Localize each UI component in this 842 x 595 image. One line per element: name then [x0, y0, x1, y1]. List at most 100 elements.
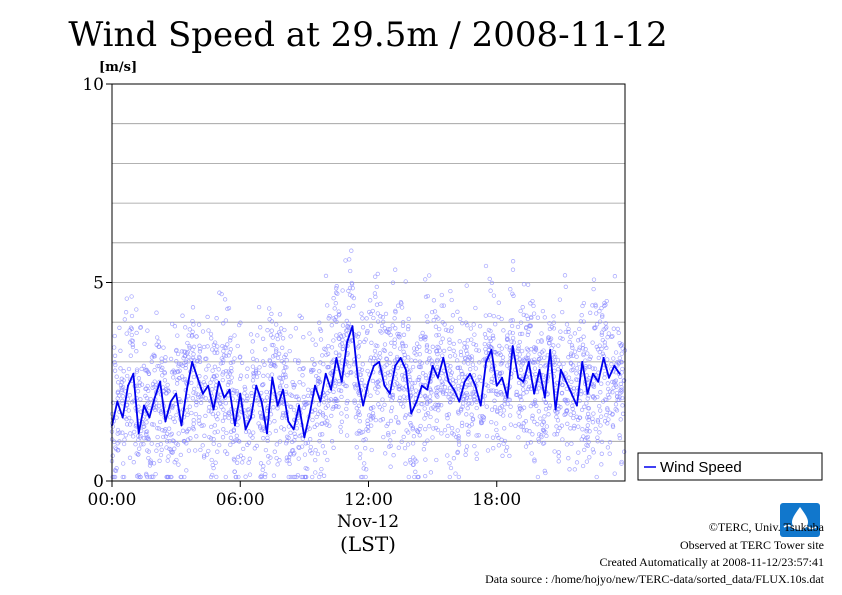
raw-data-point: [301, 335, 306, 340]
raw-data-point: [439, 292, 444, 298]
raw-data-point: [599, 439, 605, 445]
raw-data-point: [181, 438, 187, 444]
raw-data-point: [283, 352, 288, 357]
wind-speed-line-segment: [212, 380, 220, 411]
raw-data-point: [599, 462, 604, 467]
raw-data-point: [225, 306, 230, 312]
raw-data-point: [193, 448, 198, 453]
raw-data-point: [376, 402, 381, 407]
raw-data-point: [212, 423, 218, 428]
raw-data-point: [498, 362, 503, 367]
raw-data-point: [246, 460, 251, 465]
raw-data-point: [156, 339, 161, 344]
raw-data-point: [482, 332, 488, 337]
raw-data-point: [490, 435, 496, 440]
raw-data-point: [214, 379, 219, 384]
wind-speed-line-segment: [191, 360, 199, 379]
wind-speed-line-segment: [426, 364, 434, 391]
raw-data-point: [273, 428, 279, 434]
raw-data-point: [427, 273, 432, 278]
wind-speed-line-segment: [576, 360, 584, 407]
raw-data-point: [168, 414, 173, 420]
raw-data-point: [423, 337, 428, 342]
raw-data-point: [199, 423, 204, 428]
raw-data-point: [292, 382, 297, 388]
raw-data-point: [119, 385, 124, 391]
raw-data-point: [425, 319, 430, 325]
raw-data-point: [535, 315, 541, 320]
raw-data-point: [417, 344, 422, 349]
raw-data-point: [461, 401, 466, 406]
raw-data-point: [385, 421, 391, 427]
wind-speed-line-segment: [442, 357, 450, 383]
wind-speed-line-segment: [207, 384, 215, 411]
raw-data-point: [154, 400, 159, 406]
raw-data-point: [410, 381, 415, 386]
raw-data-point: [220, 399, 225, 404]
raw-data-point: [249, 391, 254, 396]
raw-data-point: [588, 310, 593, 315]
wind-speed-line-segment: [517, 376, 525, 383]
raw-data-point: [351, 303, 356, 309]
raw-data-point: [606, 331, 611, 336]
raw-data-point: [481, 357, 486, 363]
raw-data-point: [352, 400, 357, 405]
wind-speed-line-segment: [570, 392, 578, 407]
raw-data-point: [347, 364, 352, 369]
raw-data-point: [226, 369, 231, 374]
raw-data-point: [133, 442, 138, 447]
raw-data-point: [615, 326, 620, 332]
raw-data-point: [286, 455, 292, 460]
raw-data-point: [487, 276, 492, 282]
raw-data-point: [119, 376, 124, 381]
raw-data-point: [530, 360, 536, 365]
wind-speed-line-segment: [239, 392, 247, 431]
raw-data-point: [565, 421, 570, 426]
raw-data-point: [187, 345, 192, 351]
raw-data-point: [590, 303, 595, 308]
raw-data-point: [371, 405, 376, 410]
raw-data-point: [410, 425, 416, 430]
raw-data-point: [245, 366, 250, 371]
raw-data-point: [145, 474, 150, 480]
raw-data-point: [167, 446, 172, 452]
raw-data-point: [164, 431, 170, 436]
raw-data-point: [571, 410, 576, 415]
raw-data-point: [509, 339, 514, 344]
raw-data-point: [393, 326, 398, 331]
raw-data-point: [463, 452, 468, 457]
raw-data-point: [238, 373, 244, 378]
wind-speed-line-segment: [447, 380, 455, 391]
raw-data-point: [406, 474, 411, 480]
raw-data-point: [422, 416, 427, 421]
raw-data-point: [370, 378, 375, 384]
raw-data-point: [169, 370, 175, 375]
raw-data-point: [619, 351, 624, 356]
raw-data-point: [371, 414, 376, 419]
raw-data-point: [253, 369, 259, 374]
raw-data-point: [381, 434, 386, 440]
raw-data-point: [214, 474, 219, 480]
raw-data-point: [143, 393, 148, 399]
raw-data-point: [317, 320, 322, 325]
raw-data-point: [120, 430, 125, 435]
raw-data-point: [517, 331, 523, 337]
raw-data-point: [433, 324, 439, 329]
raw-data-point: [467, 395, 473, 400]
raw-data-point: [541, 348, 546, 353]
raw-data-point: [356, 409, 361, 414]
raw-data-point: [591, 286, 596, 292]
raw-data-point: [564, 442, 570, 447]
raw-data-point: [383, 311, 389, 317]
raw-data-point: [193, 411, 198, 417]
raw-data-point: [332, 384, 338, 389]
raw-data-point: [528, 301, 533, 306]
raw-data-point: [544, 424, 550, 429]
raw-data-point: [375, 319, 381, 324]
raw-data-point: [448, 354, 453, 359]
raw-data-point: [597, 319, 603, 324]
raw-data-point: [427, 399, 432, 404]
raw-data-point: [131, 434, 136, 439]
raw-data-point: [191, 352, 196, 357]
raw-data-point: [334, 286, 339, 291]
